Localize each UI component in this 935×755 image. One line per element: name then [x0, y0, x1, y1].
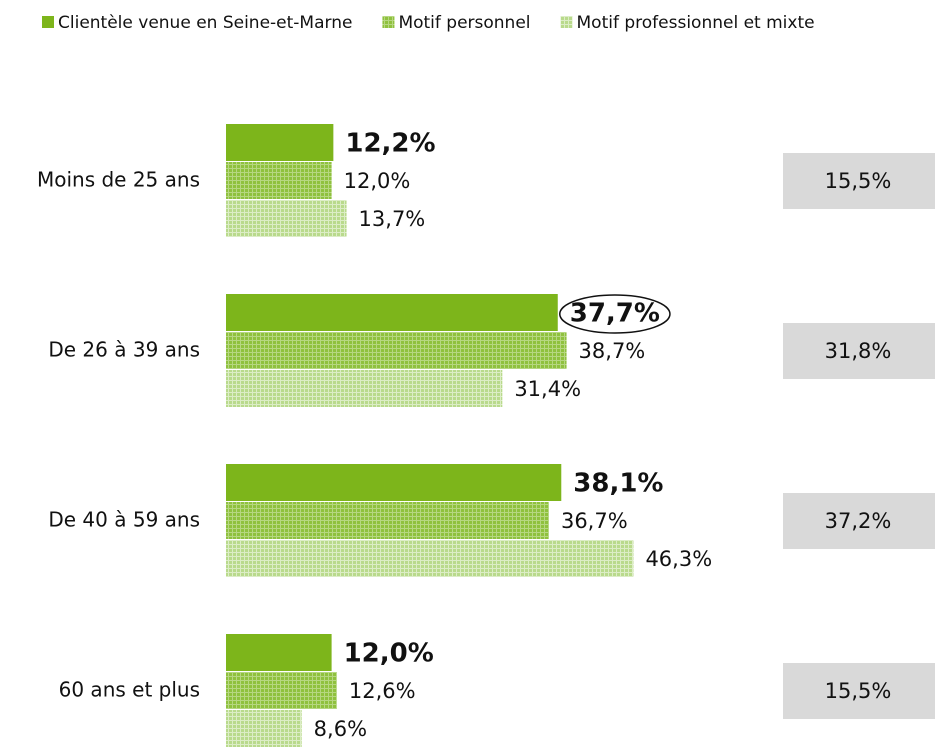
- side-box: [783, 323, 935, 379]
- side-box: [783, 153, 935, 209]
- bar: [226, 464, 562, 501]
- category-label: De 40 à 59 ans: [48, 508, 200, 532]
- side-value-label: 37,2%: [825, 509, 892, 533]
- side-box: [783, 493, 935, 549]
- value-label: 13,7%: [359, 207, 426, 231]
- circle-annotation: [559, 294, 671, 334]
- bar: [226, 502, 549, 539]
- value-label: 38,1%: [573, 469, 663, 499]
- value-label: 38,7%: [579, 339, 646, 363]
- side-box: [783, 663, 935, 719]
- value-label: 12,0%: [344, 169, 411, 193]
- side-value-label: 15,5%: [825, 679, 892, 703]
- value-label: 12,6%: [349, 679, 416, 703]
- value-label: 12,0%: [344, 639, 434, 669]
- bar: [226, 294, 558, 331]
- bar: [226, 710, 302, 747]
- bar: [226, 672, 337, 709]
- value-label: 46,3%: [645, 547, 712, 571]
- legend-label: Motif professionnel et mixte: [577, 13, 815, 33]
- bar: [226, 540, 634, 577]
- bar: [226, 332, 567, 369]
- value-label: 12,2%: [345, 129, 435, 159]
- category-label: De 26 à 39 ans: [48, 338, 200, 362]
- legend-swatch: [560, 16, 573, 28]
- bar: [226, 634, 332, 671]
- legend-swatch: [382, 16, 395, 28]
- legend-label: Motif personnel: [398, 13, 530, 33]
- side-value-label: 31,8%: [825, 339, 892, 363]
- bar: [226, 124, 334, 161]
- bar: [226, 162, 332, 199]
- value-label: 31,4%: [514, 377, 581, 401]
- value-label: 37,7%: [570, 299, 660, 329]
- legend-swatch: [42, 16, 54, 28]
- category-label: 60 ans et plus: [59, 678, 200, 702]
- bar: [226, 370, 503, 407]
- side-value-label: 15,5%: [825, 169, 892, 193]
- value-label: 36,7%: [561, 509, 628, 533]
- bar: [226, 200, 347, 237]
- value-label: 8,6%: [314, 717, 367, 741]
- category-label: Moins de 25 ans: [37, 168, 200, 192]
- legend-label: Clientèle venue en Seine-et-Marne: [58, 13, 352, 33]
